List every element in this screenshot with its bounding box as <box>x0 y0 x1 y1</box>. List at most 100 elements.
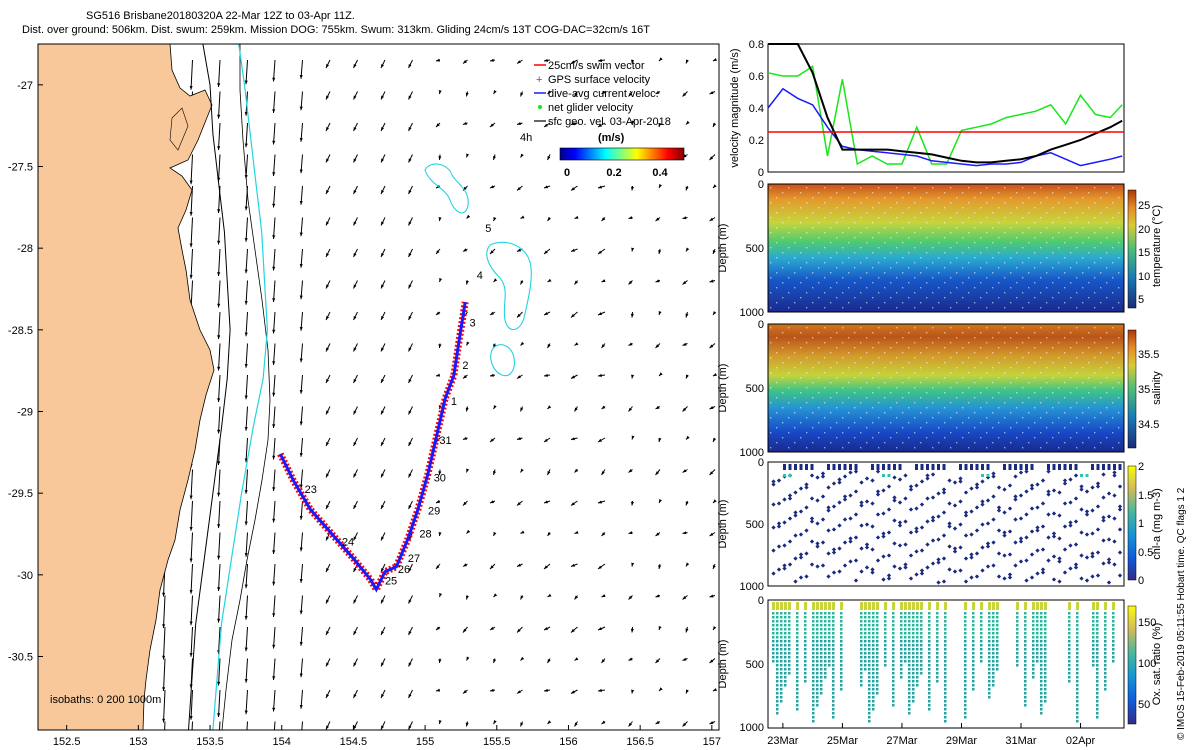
chl-surface-322 <box>1025 464 1028 470</box>
sal-sample-978 <box>1004 342 1006 344</box>
velocity-arrow-head-235 <box>438 532 442 536</box>
sal-sample-552 <box>902 337 904 339</box>
ox-sample-667 <box>964 668 967 671</box>
ox-sample-469 <box>900 652 903 655</box>
ox-sample-933 <box>1076 676 1079 679</box>
ox-sample-278 <box>832 696 835 699</box>
sal-sample-336 <box>848 382 850 384</box>
velocity-arrow-head-265 <box>493 90 497 94</box>
ox-sample-432 <box>884 664 887 667</box>
ox-sample-923 <box>1076 636 1079 639</box>
sal-sample-441 <box>872 407 874 409</box>
velocity-arrow-head-206 <box>408 316 412 320</box>
ox-sample-564 <box>920 620 923 623</box>
velocity-arrow-head-162 <box>353 316 357 320</box>
ox-sample-49 <box>780 640 783 643</box>
temp-sample-81 <box>788 217 790 219</box>
ox-sample-484 <box>904 640 907 643</box>
temp-sample-771 <box>950 292 952 294</box>
chl-sample-133 <box>875 469 881 474</box>
ox-sample-710 <box>980 644 983 647</box>
velocity-arrow-65 <box>219 721 221 730</box>
velocity-arrow-head-159 <box>353 221 357 226</box>
chl-sample-349 <box>1051 531 1057 536</box>
sal-sample-333 <box>848 367 850 369</box>
ox-sample-474 <box>900 672 903 675</box>
ox-sample-287 <box>840 620 843 623</box>
ox-sample-575 <box>920 664 923 667</box>
ox-sample-187 <box>816 652 819 655</box>
sal-sample-1005 <box>1010 352 1012 354</box>
velocity-arrow-head-270 <box>490 250 494 254</box>
velocity-arrow-head-253 <box>465 407 469 412</box>
velocity-arrow-head-279 <box>493 532 497 536</box>
temp-sample-1221 <box>1058 292 1060 294</box>
seamount-contour-3 <box>490 344 515 377</box>
chl-high-151 <box>887 474 891 477</box>
chl-sample-160 <box>897 543 903 548</box>
velocity-arrow-73 <box>245 280 248 305</box>
sal-sample-237 <box>824 387 826 389</box>
ox-sample-25 <box>776 652 779 655</box>
sal-sample-1230 <box>1064 352 1066 354</box>
ox-sample-811 <box>1024 696 1027 699</box>
velocity-arrow-head-101 <box>272 487 276 491</box>
sal-sample-804 <box>962 347 964 349</box>
ox-surface-758 <box>996 602 999 610</box>
sal-sample-21 <box>770 432 772 434</box>
ox-sample-167 <box>812 688 815 691</box>
velocity-arrow-head-452 <box>713 438 716 442</box>
temp-sample-1113 <box>1034 252 1036 254</box>
temp-sample-648 <box>920 302 922 304</box>
time-tick-label-5: 02Apr <box>1066 735 1096 747</box>
ox-sample-224 <box>824 612 827 615</box>
temp-sample-1347 <box>1088 297 1090 299</box>
velocity-arrow-head-255 <box>466 468 470 473</box>
ox-sample-820 <box>1032 632 1035 635</box>
velocity-arrow-head-375 <box>628 92 632 97</box>
velocity-arrow-head-312 <box>544 185 548 189</box>
ox-surface-916 <box>1076 602 1079 610</box>
ox-sample-664 <box>964 656 967 659</box>
temp-sample-1125 <box>1040 187 1042 189</box>
ox-sample-657 <box>964 628 967 631</box>
sal-sample-477 <box>884 337 886 339</box>
velocity-arrow-head-223 <box>438 156 442 160</box>
temp-sample-429 <box>872 207 874 209</box>
chl-sample-73 <box>826 508 831 513</box>
velocity-arrow-head-194 <box>381 631 384 635</box>
sal-sample-198 <box>812 442 814 444</box>
velocity-arrow-head-238 <box>436 626 440 630</box>
ox-sample-859 <box>1040 660 1043 663</box>
sal-sample-81 <box>788 357 790 359</box>
sal-sample-954 <box>998 347 1000 349</box>
ox-sample-405 <box>876 644 879 647</box>
ox-sample-544 <box>916 620 919 623</box>
velocity-arrow-head-358 <box>598 250 602 254</box>
chl-sample-164 <box>897 523 903 528</box>
chl-sample-351 <box>1051 577 1057 582</box>
velocity-arrow-head-178 <box>381 127 384 131</box>
ox-sample-1015 <box>1112 632 1115 635</box>
ox-sample-968 <box>1096 640 1099 643</box>
ox-surface-701 <box>980 602 983 610</box>
ox-sample-482 <box>904 632 907 635</box>
temp-cbar-tick-15: 15 <box>1138 247 1150 259</box>
ox-sample-488 <box>904 656 907 659</box>
sal-sample-963 <box>998 392 1000 394</box>
ox-sample-123 <box>796 692 799 695</box>
chl-sample-87 <box>837 480 842 485</box>
salinity-panel: 0 500 1000 Depth (m) 35.5 35 34.5 salini… <box>717 319 1163 459</box>
map-ytick-label-5: -29.5 <box>8 488 33 500</box>
velocity-arrow-head-176 <box>381 64 384 68</box>
chl-sample-35 <box>798 552 804 557</box>
temp-sample-969 <box>998 282 1000 284</box>
temp-sample-288 <box>836 252 838 254</box>
legend-dive-avg: dive-avg current veloc. <box>548 88 659 100</box>
ox-sample-828 <box>1032 664 1035 667</box>
temp-sample-171 <box>806 292 808 294</box>
chl-sample-280 <box>991 563 996 568</box>
sal-sample-1287 <box>1076 387 1078 389</box>
sal-sample-774 <box>950 447 952 449</box>
velocity-arrow-78 <box>245 437 248 463</box>
